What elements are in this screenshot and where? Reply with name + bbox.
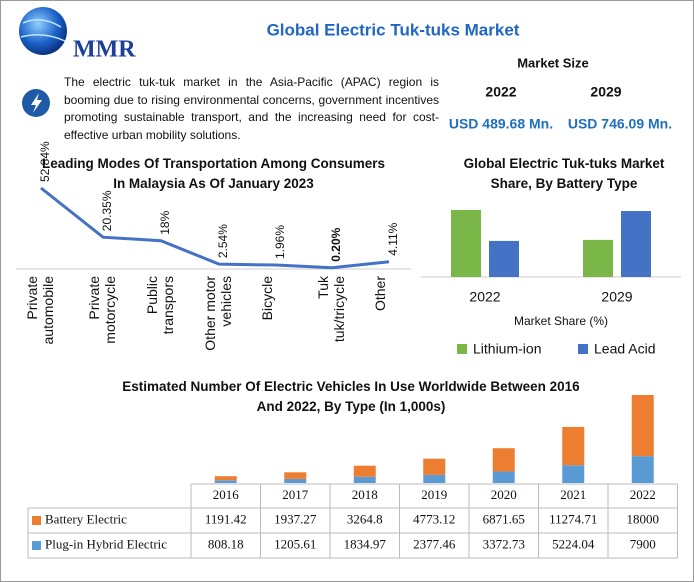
table-value: 1191.42 [205,511,247,526]
bar-segment [423,458,446,475]
x-tick-label: 2019 [421,487,447,502]
bar-segment [284,478,307,483]
x-axis-label: Market Share (%) [514,314,608,328]
bar [451,210,481,277]
bolt-icon [31,93,42,113]
table-value: 3264.8 [347,511,383,526]
logo-globe [19,7,67,55]
bar [489,240,519,277]
market-size-label: Market Size [517,55,589,70]
x-tick-label: 2021 [560,487,586,502]
bar [621,211,651,277]
data-label: 20.35% [100,190,114,231]
x-tick-label: 2022 [630,487,656,502]
description: The electric tuk-tuk market in the Asia-… [64,75,439,142]
x-tick-label: Private motorcycle [86,276,118,344]
x-tick-label: Public transpors [144,276,176,335]
data-label: 52.84% [38,141,52,182]
x-tick-label: 2017 [282,487,309,502]
legend-label: Lithium-ion [473,341,541,357]
legend-label: Lead Acid [594,341,656,357]
x-tick-label: 2020 [491,487,517,502]
bar-segment [284,472,307,479]
legend-label: Battery Electric [45,511,127,526]
chart-title: Estimated Number Of Electric Vehicles In… [122,379,580,414]
line [40,186,390,270]
bar-segment [562,426,585,466]
x-tick-label: 2029 [601,289,632,305]
legend-swatch [32,516,41,525]
bar [583,239,613,277]
bar-segment [562,465,585,483]
table-value: 808.18 [208,536,244,551]
data-label: 2.54% [216,224,230,258]
table-value: 4773.12 [413,511,455,526]
bar-segment [214,480,237,483]
table-value: 11274.71 [549,511,597,526]
bar-segment [353,476,376,483]
table-value: 3372.73 [483,536,525,551]
table-value: 1937.27 [274,511,317,526]
table-value: 7900 [630,536,656,551]
bar-segment [423,474,446,483]
market-value: USD 489.68 Mn. [449,116,553,132]
table-value: 2377.46 [413,536,456,551]
bar-segment [631,395,654,457]
table-value: 5224.04 [552,536,595,551]
table-value: 1834.97 [344,536,387,551]
x-tick-label: Tuk tuk/tricycle [315,276,347,343]
x-tick-label: 2018 [352,487,378,502]
market-value: USD 746.09 Mn. [568,116,672,132]
x-tick-label: Bicycle [259,276,275,321]
bar-segment [631,456,654,483]
bar-segment [353,465,376,477]
x-tick-label: Other motor vehicles [202,276,234,351]
legend-swatch [457,344,467,354]
data-label: 18% [158,210,172,234]
bar-segment [492,448,515,472]
x-tick-label: Private automobile [24,276,56,345]
legend-swatch [32,541,41,550]
x-tick-label: 2016 [213,487,240,502]
chart-title: Global Electric Tuk-tuks Market Share, B… [463,156,665,191]
bar-segment [492,471,515,483]
x-tick-label: 2022 [469,289,500,305]
data-label: 0.20% [329,227,343,261]
bar-segment [214,476,237,481]
market-year: 2022 [485,84,516,100]
chart-title: Leading Modes Of Transportation Among Co… [41,156,386,191]
table-value: 6871.65 [483,511,525,526]
x-tick-label: Other [372,276,388,312]
table-value: 1205.61 [274,536,316,551]
legend-swatch [578,344,588,354]
data-label: 1.96% [273,225,287,259]
market-year: 2029 [590,84,621,100]
legend-label: Plug-in Hybrid Electric [45,536,167,551]
logo-swoosh [20,19,66,42]
page-title: Global Electric Tuk-tuks Market [267,20,520,39]
table-value: 18000 [627,511,660,526]
data-label: 4.11% [386,222,400,255]
logo-text: MMR [73,37,136,63]
